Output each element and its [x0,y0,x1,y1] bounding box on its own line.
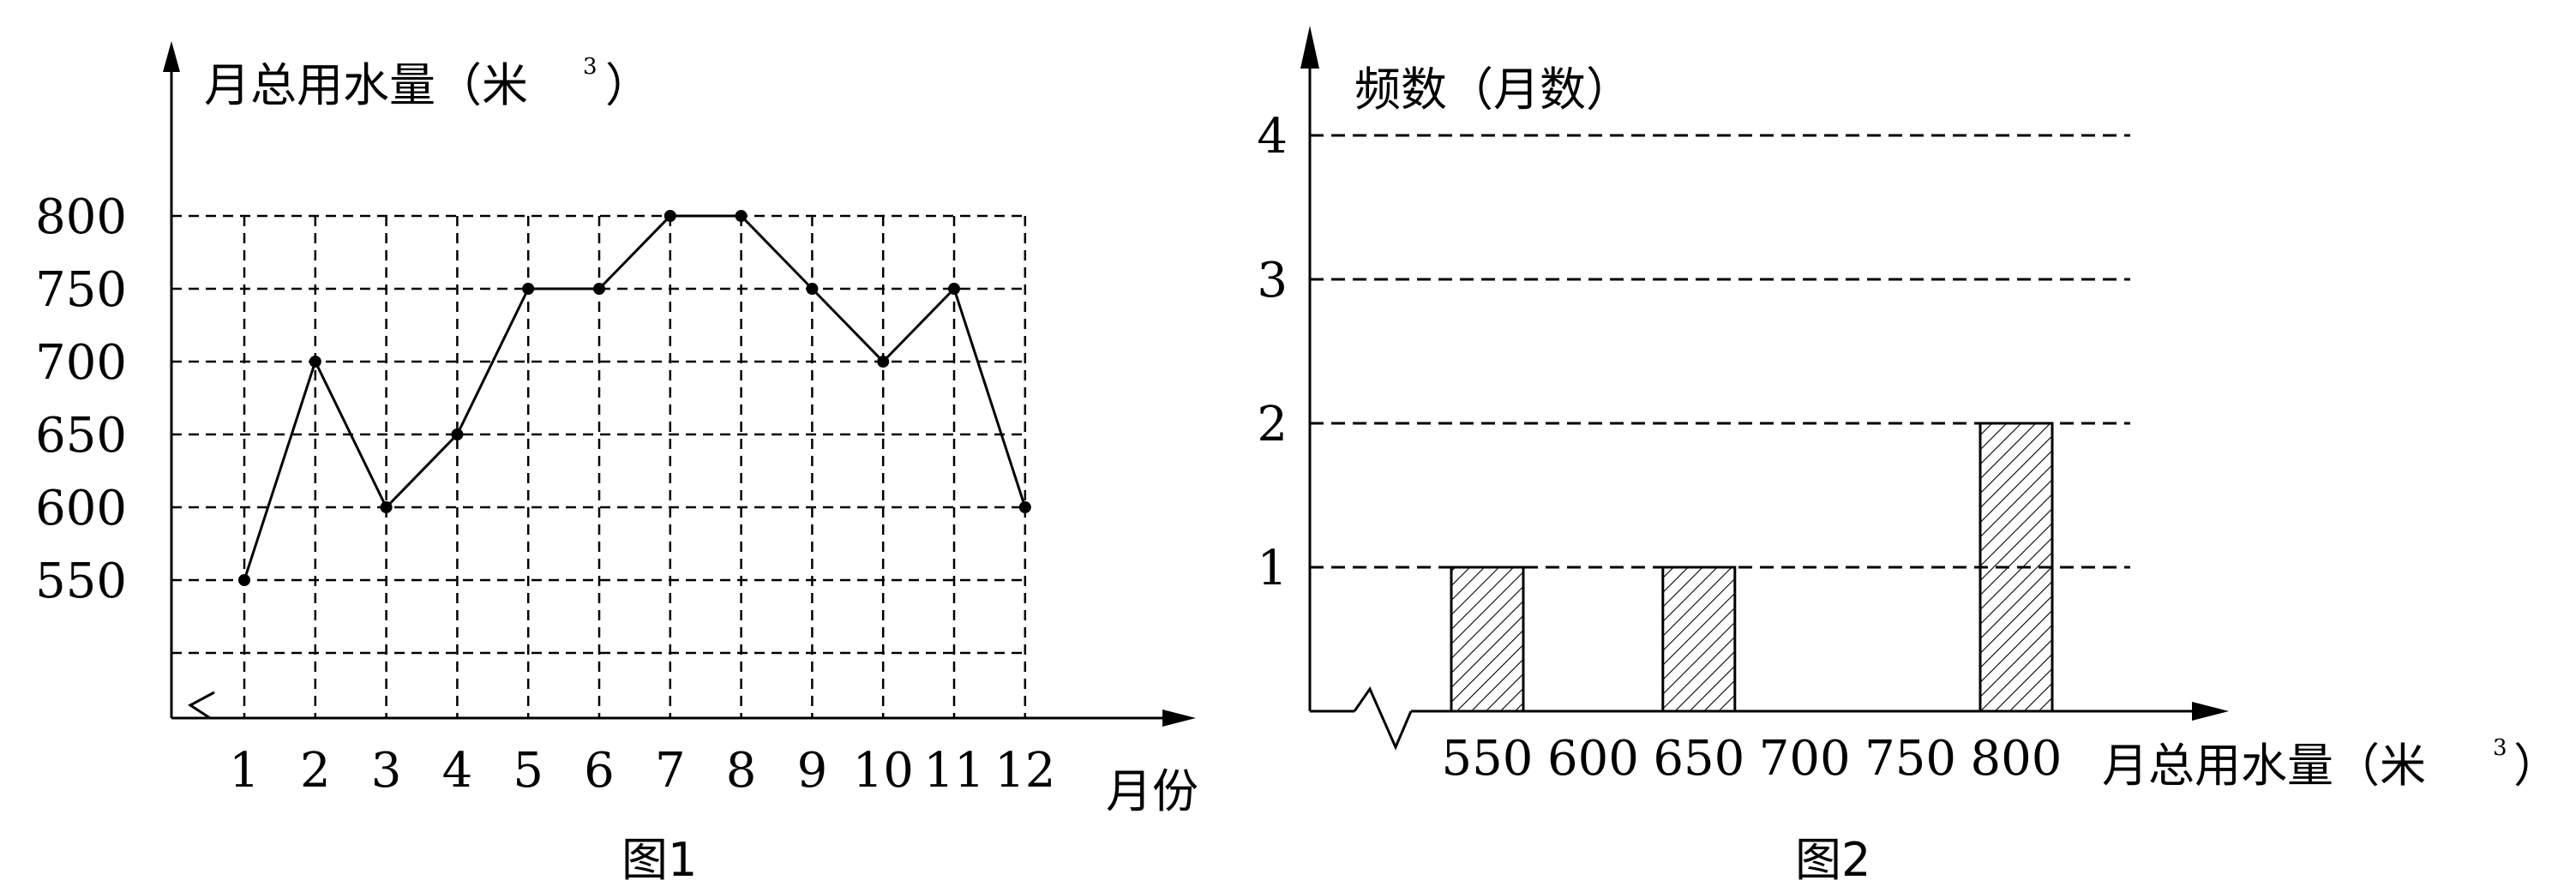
bar-chart-x-axis-label-superscript: 3 [2493,735,2507,761]
line-chart-x-tick-label: 6 [584,743,615,799]
bar-chart-bars [1450,422,2054,713]
line-chart-point [806,283,819,295]
line-chart-x-tick-label: 1 [229,743,260,799]
bar-chart-x-tick-label: 600 [1547,731,1639,787]
line-chart-x-tick-labels: 1 2 3 4 5 6 7 8 9 10 11 12 [229,743,1055,799]
line-chart-point [309,356,321,368]
line-chart-x-axis [171,691,215,720]
line-chart-y-tick-label: 700 [35,335,127,391]
line-chart-x-tick-label: 3 [371,743,402,799]
line-chart-x-tick-label: 9 [797,743,828,799]
line-chart-x-axis-label: 月份 [1106,764,1198,818]
line-chart-point [238,574,250,586]
line-chart-point [593,283,605,295]
line-chart-point [735,210,748,222]
line-chart-grid [171,214,1027,718]
bar-chart-bar [1450,566,1525,713]
line-chart-point [664,210,676,222]
line-chart-x-tick-label: 8 [726,743,757,799]
bar-chart-x-tick-label: 750 [1864,731,1956,787]
line-chart-x-axis-arrow [1162,709,1196,727]
line-chart-x-tick-label: 12 [994,743,1055,799]
bar-chart-y-tick-label: 3 [1257,253,1288,308]
line-chart-y-axis-label-close: ） [605,58,652,112]
line-chart-y-axis-arrow [163,41,180,72]
bar-chart-x-axis-arrow [2192,702,2229,721]
line-chart-x-tick-label: 7 [655,743,686,799]
bar-chart-axis-break [1353,685,1413,751]
bar-chart-y-axis-arrow [1300,26,1319,69]
line-chart-y-axis-label: 月总用水量（米 [204,58,528,112]
line-chart-point [948,283,960,295]
line-chart-x-tick-label: 4 [442,743,473,799]
line-chart-x-tick-label: 2 [300,743,331,799]
line-chart-point [1018,501,1031,513]
bar-chart-y-tick-label: 4 [1257,109,1288,165]
bar-chart-y-tick-label: 2 [1257,397,1288,452]
line-chart-point [451,428,464,440]
line-chart-y-tick-label: 800 [35,189,127,245]
line-chart-point [522,283,535,295]
bar-chart-x-tick-label: 650 [1653,731,1744,787]
bar-chart-x-tick-label: 800 [1971,731,2063,787]
bar-chart-y-axis-label: 频数（月数） [1354,63,1632,117]
line-chart-series [238,210,1031,586]
bar-chart-y-tick-label: 1 [1257,541,1288,596]
bar-chart-x-tick-labels: 550 600 650 700 750 800 [1442,731,2063,787]
bar-chart-x-tick-label: 550 [1442,731,1534,787]
bar-chart-x-axis-label: 月总用水量（米 [2102,739,2426,793]
bar-chart-x-tick-label: 700 [1759,731,1851,787]
bar-chart: 4 3 2 1 550 600 650 700 750 800 频数（月数） 月总用水量（米 3… [1257,26,2560,886]
bar-chart-y-tick-labels: 4 3 2 1 [1257,109,1288,596]
line-chart-series-line [243,214,1027,581]
line-chart-y-tick-label: 550 [35,554,127,609]
line-chart-x-tick-label: 11 [923,743,984,799]
line-chart-x-tick-label: 10 [853,743,914,799]
line-chart-y-tick-label: 750 [35,262,127,318]
line-chart-point [877,356,890,368]
line-chart-y-tick-labels: 800 750 700 650 600 550 [35,189,127,609]
line-chart-y-tick-label: 650 [35,408,127,464]
line-chart-point [380,501,393,513]
bar-chart-bar [1979,422,2054,713]
bar-chart-caption: 图2 [1795,833,1870,882]
line-chart-caption: 图1 [621,833,697,882]
bar-chart-bar [1661,566,1737,713]
line-chart-y-tick-label: 600 [35,481,127,536]
bar-chart-x-axis-label-close: ） [2513,739,2560,793]
line-chart-y-axis-label-superscript: 3 [583,54,597,80]
line-chart-x-tick-label: 5 [513,743,543,799]
